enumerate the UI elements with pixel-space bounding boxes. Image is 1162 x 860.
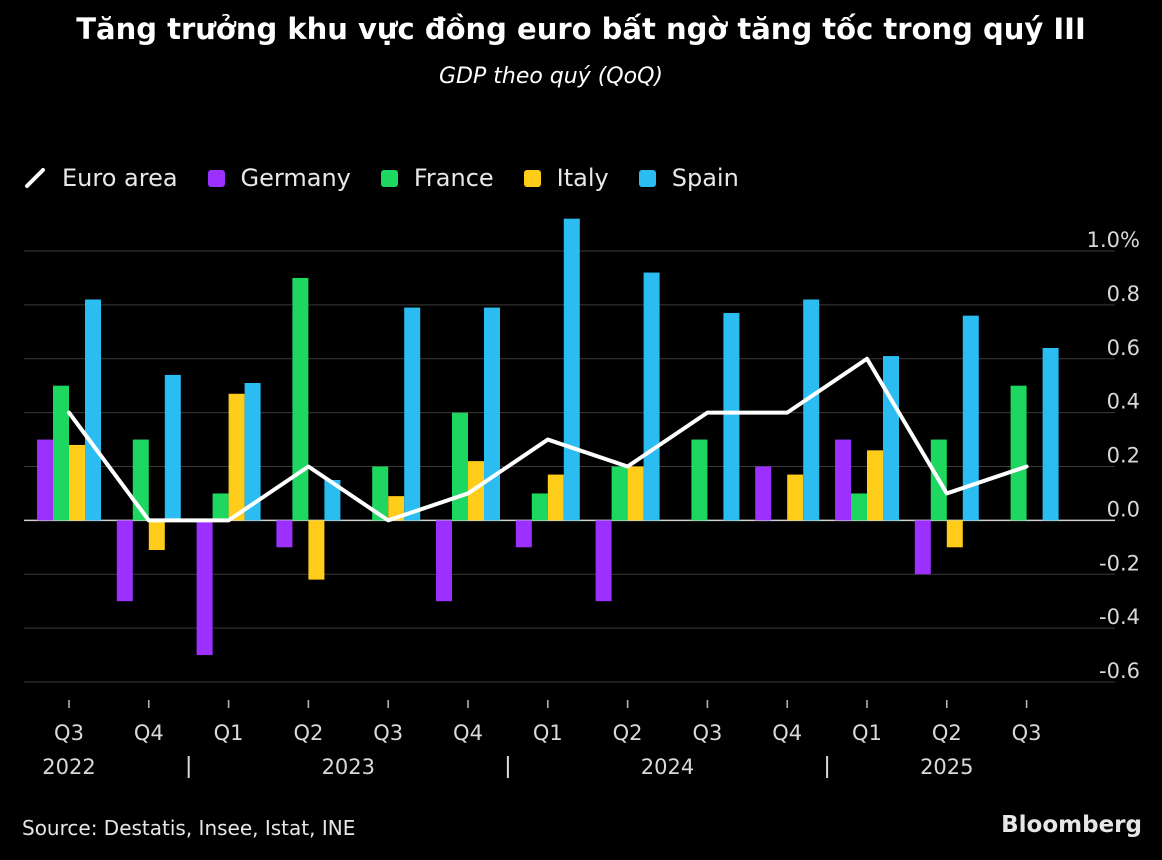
bar-italy (787, 474, 804, 521)
bar-france (292, 277, 309, 521)
legend-label: Italy (556, 164, 609, 192)
y-tick-label: 1.0% (1087, 228, 1140, 252)
x-tick-label: Q3 (373, 721, 403, 745)
legend-item-france: France (380, 164, 494, 192)
y-tick-label: 0.6 (1107, 336, 1140, 360)
bar-italy (148, 520, 165, 551)
bar-italy (627, 466, 644, 521)
gdp-chart: 1.0% 0.8 0.6 0.4 0.2 0.0 -0.2 -0.4 -0.6 Q3 Q4 Q1 Q2 Q… (24, 218, 1140, 779)
year-label: 2022 (42, 755, 95, 779)
legend-item-italy: Italy (523, 164, 609, 192)
year-label: 2024 (641, 755, 694, 779)
legend-label: Germany (240, 164, 351, 192)
y-tick-label: 0.2 (1107, 444, 1140, 468)
source-note: Source: Destatis, Insee, Istat, INE (22, 816, 356, 840)
bar-spain (85, 299, 101, 521)
bar-spain (962, 315, 979, 521)
bar-germany (116, 520, 133, 602)
bar-italy (946, 520, 963, 548)
brand-logo: Bloomberg (1001, 812, 1142, 838)
bar-france (372, 466, 389, 521)
bar-france (531, 493, 548, 521)
bar-france (691, 439, 708, 521)
bar-germany (914, 520, 931, 575)
italy-swatch-icon (523, 169, 541, 187)
bar-spain (164, 374, 181, 521)
x-tick-label: Q4 (134, 721, 164, 745)
x-tick-label: Q4 (453, 721, 483, 745)
bar-spain (1042, 347, 1059, 521)
legend-label: Spain (671, 164, 739, 192)
line-euro-area (67, 356, 1029, 523)
bar-spain (803, 299, 820, 521)
bar-italy (867, 450, 883, 521)
france-swatch-icon (380, 169, 398, 187)
bar-france (452, 412, 468, 521)
x-tick-label: Q4 (772, 721, 802, 745)
bar-spain (723, 312, 740, 521)
bar-france (851, 493, 867, 521)
bar-germany (755, 466, 772, 521)
chart-legend: Euro area Germany France Italy Spain (24, 161, 769, 195)
y-tick-label: -0.4 (1099, 605, 1140, 629)
x-tick-label: Q2 (932, 721, 962, 745)
legend-item-spain: Spain (638, 164, 739, 192)
x-tick-label: Q2 (293, 721, 323, 745)
line-series-icon (25, 168, 45, 188)
year-label: 2025 (920, 755, 973, 779)
bar-italy (69, 444, 85, 521)
legend-item-euro-area: Euro area (24, 164, 178, 192)
bar-france (132, 439, 149, 521)
chart-subtitle: GDP theo quý (QoQ) (439, 64, 663, 89)
y-tick-label: -0.2 (1099, 551, 1140, 575)
bar-germany (595, 520, 612, 602)
bar-italy (228, 393, 245, 521)
year-label: 2023 (322, 755, 375, 779)
bar-italy (547, 474, 564, 521)
bar-spain (404, 307, 421, 521)
y-tick-label: 0.0 (1107, 497, 1140, 521)
bar-spain (563, 218, 580, 521)
bar-italy (468, 461, 484, 521)
x-tick-label: Q3 (692, 721, 722, 745)
legend-label: Euro area (62, 164, 178, 192)
bar-spain (244, 382, 261, 521)
bar-spain (883, 356, 899, 521)
y-tick-label: 0.8 (1107, 282, 1140, 306)
x-tick-label: Q1 (533, 721, 563, 745)
bar-germany (37, 439, 53, 521)
bar-germany (436, 520, 452, 602)
bar-spain (484, 307, 500, 521)
bar-germany (835, 439, 851, 521)
x-tick-label: Q1 (214, 721, 244, 745)
bar-france (611, 466, 628, 521)
y-tick-label: -0.6 (1099, 659, 1140, 683)
bar-germany (196, 520, 213, 656)
bar-spain (324, 479, 341, 521)
spain-swatch-icon (638, 169, 656, 187)
x-tick-label: Q1 (852, 721, 882, 745)
bar-spain (643, 272, 660, 521)
bar-france (1010, 385, 1027, 521)
bar-germany (276, 520, 293, 548)
legend-item-germany: Germany (207, 164, 351, 192)
bar-germany (515, 520, 532, 548)
bar-france (212, 493, 229, 521)
bar-france (53, 385, 69, 521)
bar-italy (308, 520, 325, 580)
x-tick-label: Q3 (1012, 721, 1042, 745)
x-tick-label: Q3 (54, 721, 84, 745)
x-tick-label: Q2 (613, 721, 643, 745)
legend-label: France (413, 164, 494, 192)
chart-title: Tăng trưởng khu vực đồng euro bất ngờ tă… (76, 12, 1086, 46)
y-tick-label: 0.4 (1107, 390, 1140, 414)
germany-swatch-icon (207, 169, 225, 187)
